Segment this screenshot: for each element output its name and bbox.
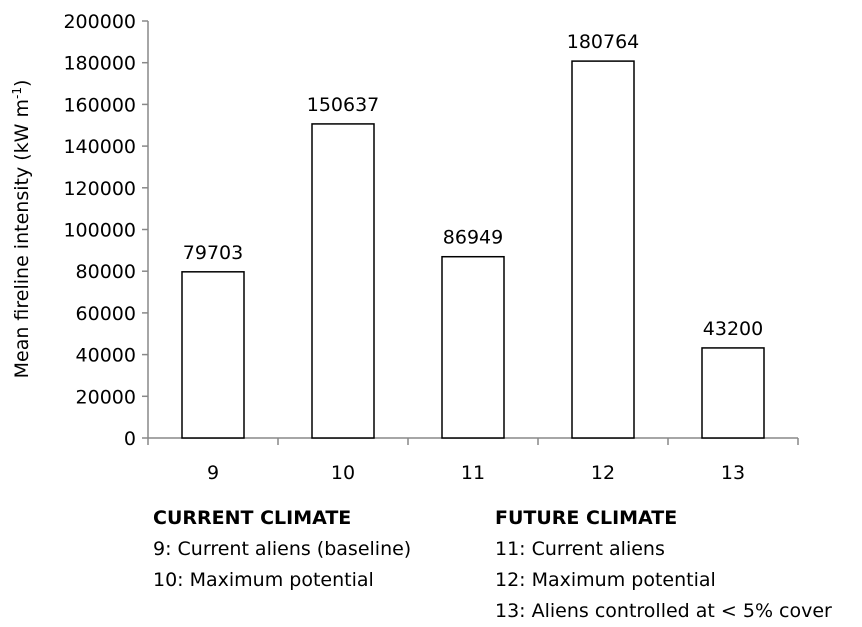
bar-9 bbox=[181, 271, 245, 439]
legend-heading-current: CURRENT CLIMATE bbox=[153, 507, 352, 529]
legend-future-climate: FUTURE CLIMATE 11: Current aliens 12: Ma… bbox=[495, 503, 832, 627]
data-label: 150637 bbox=[307, 94, 380, 116]
y-tick-label: 140000 bbox=[63, 136, 136, 158]
legend-current-climate: CURRENT CLIMATE 9: Current aliens (basel… bbox=[153, 503, 411, 596]
y-tick-label: 180000 bbox=[63, 53, 136, 75]
bar-chart: 0 20000 40000 60000 80000 100000 120000 140000 1… bbox=[10, 11, 799, 484]
y-tick-label: 40000 bbox=[76, 345, 136, 367]
x-tick-label: 9 bbox=[207, 462, 219, 484]
x-tick-label: 13 bbox=[721, 462, 745, 484]
y-tick-label: 60000 bbox=[76, 303, 136, 325]
data-label: 86949 bbox=[443, 227, 503, 249]
bar-10 bbox=[311, 123, 375, 439]
legend-item-9: 9: Current aliens (baseline) bbox=[153, 538, 412, 560]
data-label: 79703 bbox=[183, 242, 243, 264]
y-tick-label: 160000 bbox=[63, 94, 136, 116]
y-tick-label: 0 bbox=[124, 428, 136, 450]
data-label: 180764 bbox=[567, 31, 640, 53]
bar-11 bbox=[441, 255, 505, 439]
y-tick-label: 80000 bbox=[76, 261, 136, 283]
legend-item-11: 11: Current aliens bbox=[495, 538, 665, 560]
y-axis-label: Mean fireline intensity (kW m-1) bbox=[10, 80, 33, 379]
y-tick-label: 100000 bbox=[63, 220, 136, 242]
x-axis: 9 10 11 12 13 bbox=[147, 437, 799, 484]
legend-item-13: 13: Aliens controlled at < 5% cover bbox=[495, 600, 832, 622]
y-tick-label: 120000 bbox=[63, 178, 136, 200]
data-label: 43200 bbox=[703, 318, 763, 340]
bar-12 bbox=[571, 60, 635, 439]
y-tick-label: 20000 bbox=[76, 386, 136, 408]
x-tick-label: 10 bbox=[331, 462, 355, 484]
bar-13 bbox=[701, 347, 765, 439]
bars bbox=[181, 60, 765, 439]
legend-item-12: 12: Maximum potential bbox=[495, 569, 716, 591]
x-tick-label: 12 bbox=[591, 462, 615, 484]
data-labels: 79703 150637 86949 180764 43200 bbox=[183, 31, 763, 340]
legend-heading-future: FUTURE CLIMATE bbox=[495, 507, 678, 529]
x-tick-label: 11 bbox=[461, 462, 485, 484]
y-axis: 0 20000 40000 60000 80000 100000 120000 140000 1… bbox=[63, 11, 149, 450]
y-tick-label: 200000 bbox=[63, 11, 136, 33]
legend-item-10: 10: Maximum potential bbox=[153, 569, 374, 591]
